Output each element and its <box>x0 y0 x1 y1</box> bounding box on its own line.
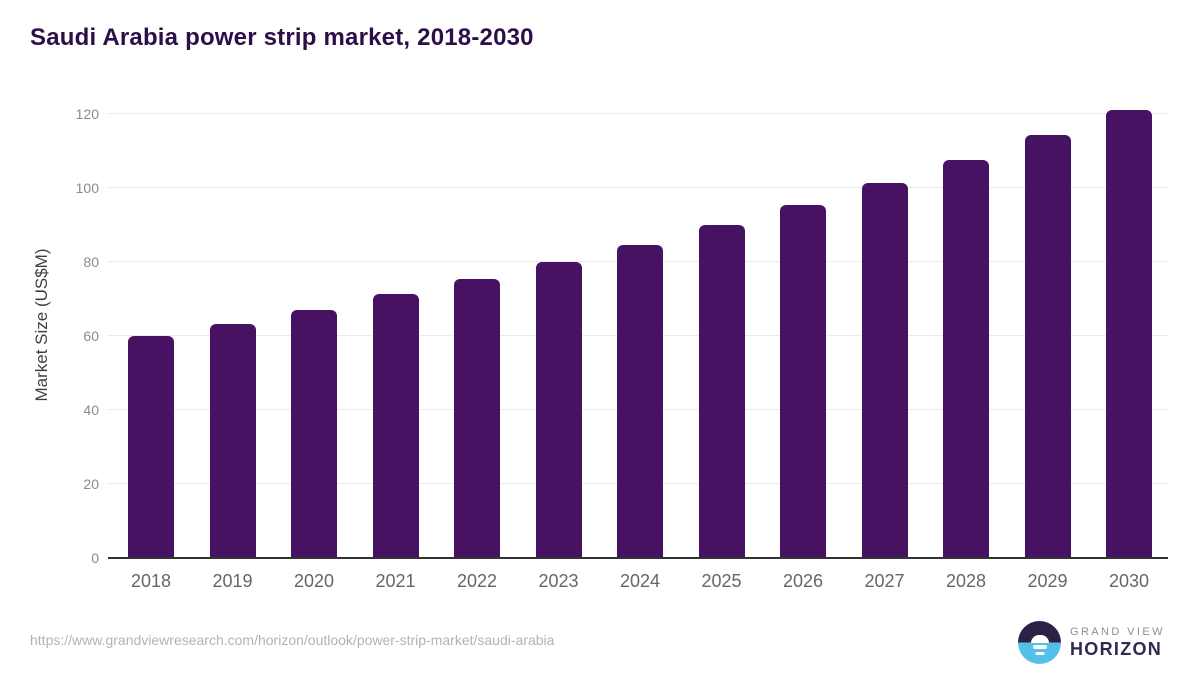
x-tick-label-2019: 2019 <box>212 571 253 591</box>
y-tick-label-100: 100 <box>75 180 99 196</box>
x-tick-label-2027: 2027 <box>864 571 905 591</box>
logo-brand-name: GRAND VIEW <box>1070 625 1165 638</box>
y-tick-label-0: 0 <box>91 550 99 566</box>
bar-2020 <box>291 310 337 558</box>
x-tick-label-2029: 2029 <box>1027 571 1068 591</box>
gridline-y-100 <box>108 187 1168 188</box>
bar-2019 <box>209 324 256 558</box>
x-tick-label-2030: 2030 <box>1108 571 1150 591</box>
logo-product-name: HORIZON <box>1070 638 1163 659</box>
bar-2029 <box>1024 135 1071 558</box>
bar-2024 <box>617 244 663 558</box>
sun-dome-shape <box>1030 634 1049 643</box>
x-tick-label-2022: 2022 <box>456 571 498 591</box>
x-tick-label-2028: 2028 <box>945 571 987 591</box>
x-tick-label-2025: 2025 <box>701 571 742 591</box>
chart-title: Saudi Arabia power strip market, 2018-20… <box>30 24 534 51</box>
y-tick-label-80: 80 <box>83 254 99 270</box>
x-tick-label-2020: 2020 <box>293 571 335 591</box>
horizon-sunrise-icon <box>1018 621 1061 664</box>
bar-2021 <box>372 293 419 558</box>
bar-2018 <box>128 336 174 558</box>
gridline-y-120 <box>108 113 1168 114</box>
bar-2023 <box>535 262 582 558</box>
water-reflection-shape <box>1032 644 1047 649</box>
y-tick-label-40: 40 <box>83 402 99 418</box>
grand-view-horizon-logo: GRAND VIEW HORIZON <box>1018 621 1165 664</box>
plot-area <box>108 90 1168 559</box>
y-tick-label-120: 120 <box>75 106 99 122</box>
source-url: https://www.grandviewresearch.com/horizo… <box>30 632 555 648</box>
bar-2027 <box>861 183 908 558</box>
x-tick-label-2023: 2023 <box>538 571 579 591</box>
x-tick-label-2024: 2024 <box>619 571 661 591</box>
y-axis-title: Market Size (US$M) <box>32 248 51 402</box>
x-tick-label-2026: 2026 <box>782 571 824 591</box>
bar-2022 <box>454 278 500 558</box>
bar-2028 <box>943 159 989 558</box>
y-tick-label-20: 20 <box>83 476 99 492</box>
bar-2026 <box>780 205 826 558</box>
x-tick-label-2021: 2021 <box>375 571 416 591</box>
logo-text: GRAND VIEW HORIZON <box>1070 626 1165 660</box>
bar-2030 <box>1106 110 1152 558</box>
water-reflection-shape <box>1035 651 1044 655</box>
x-axis-line <box>108 557 1168 559</box>
bar-2025 <box>698 225 745 558</box>
x-tick-label-2018: 2018 <box>130 571 172 591</box>
y-tick-label-60: 60 <box>83 328 99 344</box>
